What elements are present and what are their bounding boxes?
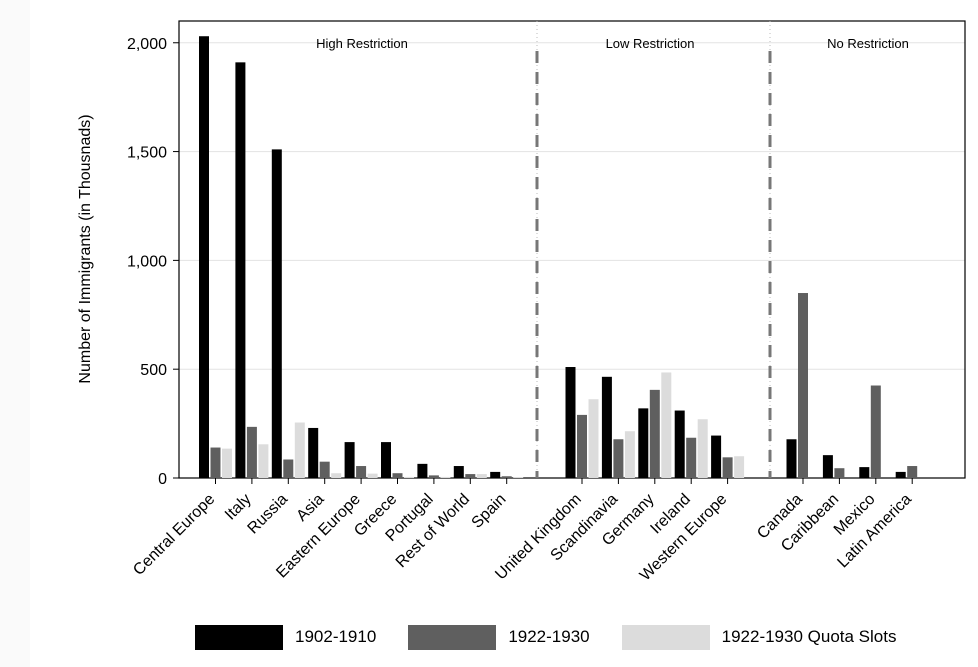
group-dividers: [535, 21, 772, 478]
bar: [271, 149, 282, 478]
bar: [367, 473, 378, 478]
page-edge: [0, 0, 30, 667]
y-tick-label: 1,500: [127, 145, 167, 162]
bar: [331, 473, 342, 478]
group-title: No Restriction: [827, 36, 909, 51]
bar: [601, 376, 612, 478]
bar: [465, 474, 476, 478]
bar: [786, 439, 797, 478]
bars: [199, 36, 918, 478]
bar: [895, 471, 906, 478]
bar: [834, 468, 845, 478]
bar: [308, 427, 319, 478]
bar: [577, 414, 587, 478]
y-tick-label: 2,000: [127, 36, 167, 53]
bar: [734, 456, 745, 478]
legend-item-quota-slots: 1922-1930 Quota Slots: [621, 624, 897, 650]
bar: [674, 410, 685, 478]
bar: [907, 466, 918, 478]
bar: [588, 399, 599, 478]
bar: [798, 293, 808, 478]
bar: [649, 389, 660, 478]
bar: [870, 385, 881, 478]
bar: [513, 477, 524, 478]
bar: [565, 367, 576, 478]
bar: [283, 459, 294, 478]
bar: [235, 62, 246, 478]
bar: [199, 36, 209, 478]
bar: [222, 448, 232, 478]
y-tick-label: 0: [158, 471, 167, 488]
group-title: Low Restriction: [606, 36, 695, 51]
legend-label: 1922-1930: [508, 627, 590, 646]
legend-swatch: [195, 624, 283, 650]
bar: [661, 372, 672, 478]
legend-item-1902-1910: 1902-1910: [195, 624, 377, 650]
bar: [392, 473, 403, 478]
bar: [501, 476, 512, 478]
bar: [859, 467, 870, 478]
group-titles: High Restriction Low Restriction No Restri…: [316, 36, 909, 51]
bar: [453, 466, 464, 478]
bar: [476, 474, 487, 478]
x-tick-label: Central Europe: [130, 491, 218, 579]
bar: [319, 461, 330, 478]
bar: [722, 457, 733, 478]
bar: [490, 471, 501, 478]
bar: [624, 431, 635, 478]
legend: 1902-1910 1922-1930 1922-1930 Quota Slot…: [195, 623, 928, 651]
bar: [440, 476, 451, 478]
x-tick-label: Italy: [222, 491, 255, 524]
bar: [404, 476, 414, 478]
legend-label: 1902-1910: [295, 627, 377, 646]
bar: [428, 475, 439, 478]
bar: [294, 422, 305, 478]
bar: [246, 426, 257, 478]
y-tick-label: 1,000: [127, 253, 167, 270]
bar: [344, 442, 355, 478]
x-tick-label: Spain: [469, 491, 510, 532]
bar: [210, 447, 221, 478]
bar: [686, 437, 697, 478]
bar: [822, 455, 833, 478]
legend-swatch: [621, 624, 710, 650]
bar: [381, 442, 391, 478]
bar: [711, 435, 722, 478]
bar: [697, 419, 708, 478]
legend-swatch: [408, 624, 497, 650]
legend-item-1922-1930: 1922-1930: [408, 624, 590, 650]
legend-label: 1922-1930 Quota Slots: [721, 627, 897, 646]
bar: [356, 466, 367, 478]
gridlines: [179, 42, 965, 370]
x-tick-label: Russia: [245, 491, 292, 538]
bar: [638, 408, 649, 478]
bar: [417, 463, 428, 478]
y-tick-label: 500: [140, 362, 167, 379]
chart: High Restriction Low Restriction No Restri…: [77, 20, 966, 584]
bar: [258, 444, 269, 478]
group-title: High Restriction: [316, 36, 408, 51]
y-axis-title: Number of Immigrants (in Thousnads): [77, 114, 94, 383]
bar: [613, 439, 624, 478]
y-axis: 0 500 1,000 1,500 2,000: [127, 36, 179, 488]
